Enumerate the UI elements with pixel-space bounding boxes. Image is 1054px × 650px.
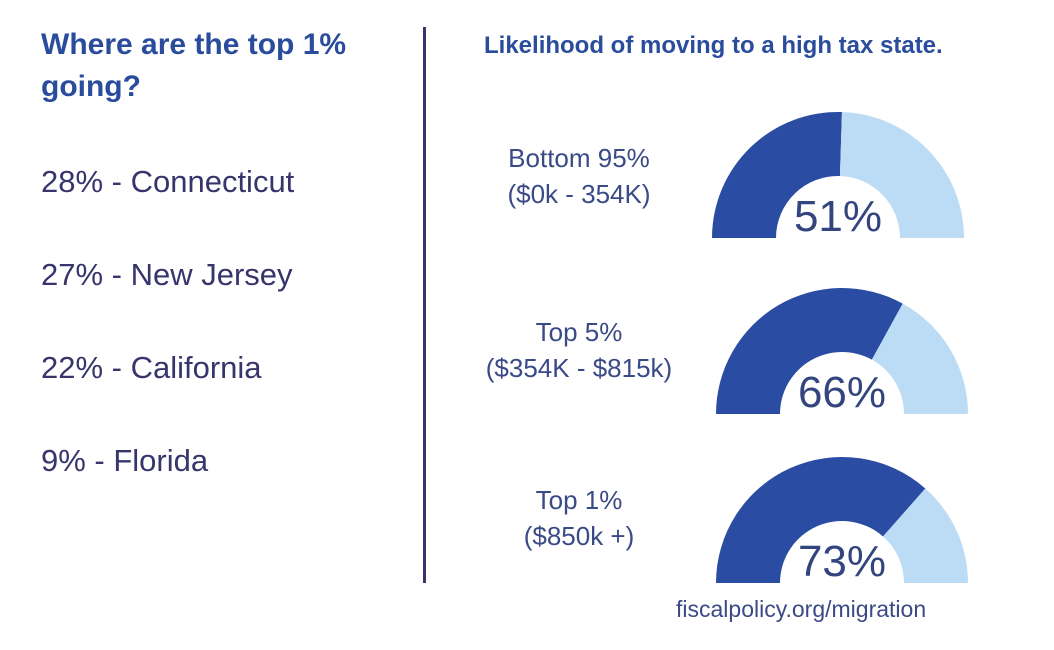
vertical-divider (423, 27, 426, 583)
gauge-0: 51% (712, 111, 964, 241)
gauge-filled-arc (712, 111, 842, 238)
group-range: ($0k - 354K) (507, 179, 651, 209)
gauge-label-bottom-95: Bottom 95% ($0k - 354K) (449, 140, 709, 212)
gauge-value-label: 66% (798, 368, 886, 417)
left-panel-title: Where are the top 1% going? (41, 28, 347, 103)
destination-item: 27% - New Jersey (41, 257, 293, 292)
gauge-filled-arc (716, 288, 903, 414)
gauge-remaining-arc (883, 488, 968, 583)
gauge-1: 66% (716, 288, 968, 417)
gauge-remaining-arc (871, 303, 968, 414)
source-link[interactable]: fiscalpolicy.org/migration (676, 596, 927, 622)
destination-item: 9% - Florida (41, 443, 209, 478)
group-name: Top 1% (535, 485, 623, 515)
destination-item: 22% - California (41, 350, 262, 385)
gauge-value-label: 73% (798, 537, 886, 586)
group-name: Bottom 95% (508, 143, 650, 173)
group-name: Top 5% (535, 317, 623, 347)
gauge-label-top-1: Top 1% ($850k +) (449, 482, 709, 554)
gauge-value-label: 51% (794, 192, 882, 241)
gauge-filled-arc (716, 457, 926, 583)
group-range: ($354K - $815k) (485, 353, 673, 383)
gauge-2: 73% (716, 457, 968, 586)
destination-item: 28% - Connecticut (41, 164, 295, 199)
group-range: ($850k +) (523, 521, 635, 551)
gauge-label-top-5: Top 5% ($354K - $815k) (449, 314, 709, 386)
right-panel-title: Likelihood of moving to a high tax state… (484, 32, 943, 59)
destination-list: 28% - Connecticut 27% - New Jersey 22% -… (41, 160, 294, 532)
gauge-remaining-arc (839, 112, 964, 238)
